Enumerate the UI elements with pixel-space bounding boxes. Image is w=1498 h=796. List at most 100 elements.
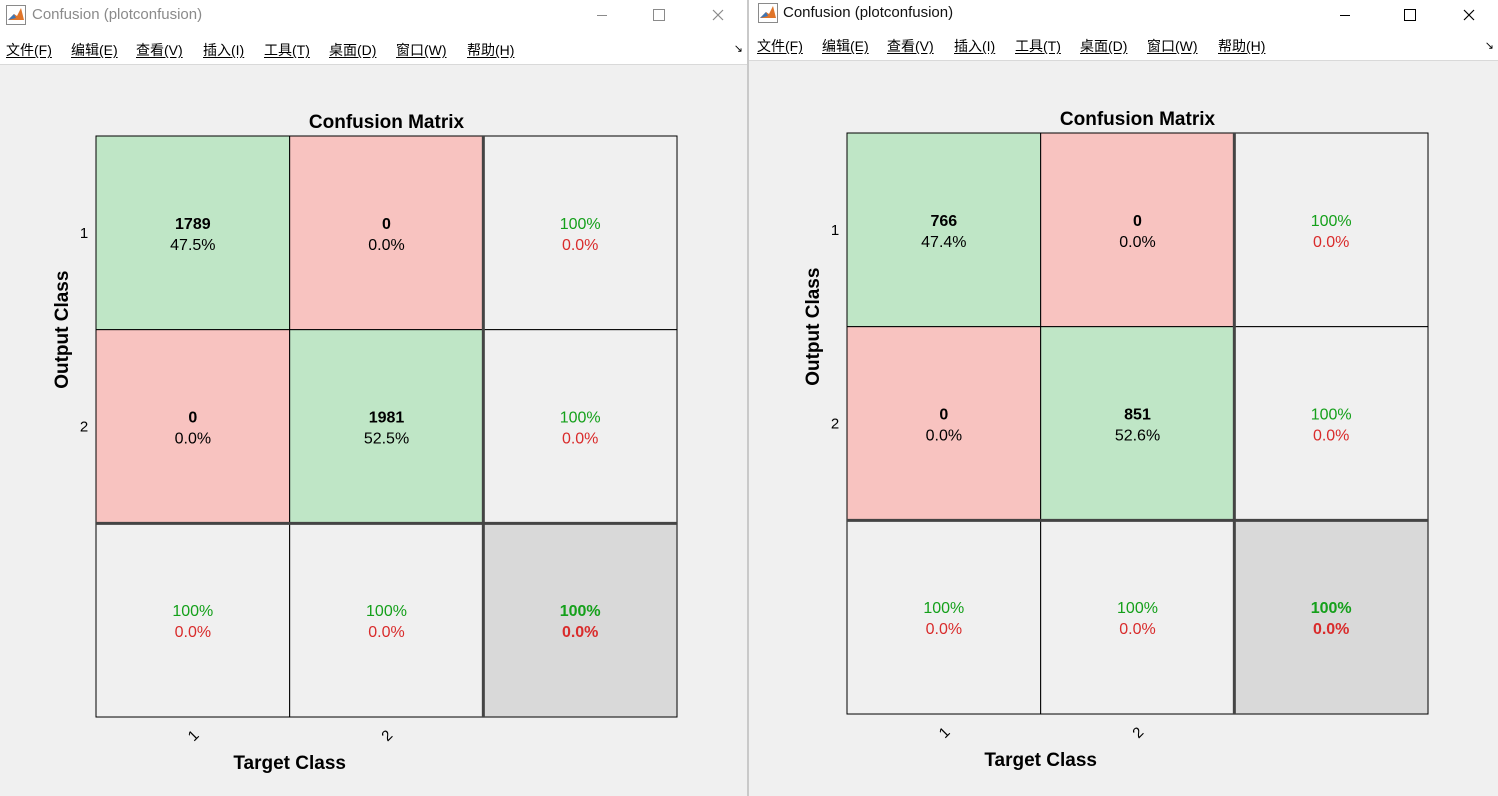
dock-arrow-icon[interactable]: ↘ [733,43,743,55]
summary-wrong-percent: 0.0% [926,621,962,638]
maximize-icon [1404,9,1416,21]
menu-tools[interactable]: 工具(T) [1015,38,1061,54]
maximize-button[interactable] [636,0,682,30]
matlab-icon [6,5,26,25]
matrix-cell-r3-c1 [95,522,291,718]
matrix-cell-r1-c3 [1233,132,1429,328]
menu-edit[interactable]: 编辑(E) [822,38,869,54]
matrix-cell-r2-c2 [1040,326,1235,521]
window-title: Confusion (plotconfusion) [783,4,954,21]
summary-wrong-percent: 0.0% [1313,234,1349,251]
cell-count: 851 [1124,407,1151,424]
y-tick-label: 1 [831,222,839,239]
matrix-cell-r1-c3 [482,135,678,331]
close-icon [1463,9,1475,21]
matrix-cell-r3-c3 [1233,519,1429,715]
title-bar[interactable]: Confusion (plotconfusion) [749,0,1498,29]
matrix-cell-r2-c1 [846,326,1042,521]
maximize-button[interactable] [1387,0,1433,30]
cell-percent: 0.0% [368,237,404,254]
menu-insert[interactable]: 插入(I) [954,38,996,54]
summary-correct-percent: 100% [1311,407,1352,424]
cell-percent: 0.0% [1119,234,1155,251]
y-tick-label: 1 [80,225,88,242]
cell-percent: 52.5% [364,431,409,448]
cell-percent: 0.0% [175,431,211,448]
minimize-button[interactable] [579,0,625,30]
cell-percent: 52.6% [1115,428,1160,445]
summary-wrong-percent: 0.0% [562,237,598,254]
cell-percent: 47.5% [170,237,215,254]
matrix-cell-r2-c2 [289,329,484,524]
summary-correct-percent: 100% [1117,600,1158,617]
x-tick-label: 2 [1129,724,1147,742]
close-button[interactable] [1446,0,1492,30]
cell-percent: 0.0% [926,428,962,445]
matrix-cell-r2-c3 [1233,326,1429,521]
cell-count: 0 [939,407,948,424]
summary-wrong-percent: 0.0% [562,431,598,448]
cell-count: 0 [1133,213,1142,230]
menu-desktop[interactable]: 桌面(D) [329,42,377,58]
summary-correct-percent: 100% [560,410,601,427]
summary-correct-percent: 100% [560,216,601,233]
summary-wrong-percent: 0.0% [562,624,598,641]
maximize-icon [653,9,665,21]
summary-wrong-percent: 0.0% [1313,428,1349,445]
x-axis-label: Target Class [233,753,346,774]
summary-wrong-percent: 0.0% [1313,621,1349,638]
minimize-icon [597,15,607,16]
menu-view[interactable]: 查看(V) [136,42,183,58]
x-tick-label: 1 [185,727,203,745]
menu-help[interactable]: 帮助(H) [1218,38,1266,54]
summary-correct-percent: 100% [923,600,964,617]
matrix-cell-r2-c3 [482,329,678,524]
matrix-cell-r1-c1 [95,135,291,331]
cell-count: 1789 [175,216,211,233]
menu-view[interactable]: 查看(V) [887,38,934,54]
y-axis-label: Output Class [803,268,824,386]
summary-wrong-percent: 0.0% [368,624,404,641]
chart-title: Confusion Matrix [309,112,465,133]
summary-correct-percent: 100% [1311,213,1352,230]
cell-count: 0 [382,216,391,233]
matlab-icon [758,3,778,23]
menu-edit[interactable]: 编辑(E) [71,42,118,58]
cell-count: 766 [930,213,957,230]
confusion-matrix-plot: 1789 47.5% 0 0.0% 100% 0.0% 0 0.0% 1981 52.5% 100%… [52,112,678,774]
y-axis-label: Output Class [52,271,73,389]
x-axis-label: Target Class [984,750,1097,771]
menu-window[interactable]: 窗口(W) [1147,38,1198,54]
cell-count: 0 [188,410,197,427]
cell-percent: 47.4% [921,234,966,251]
summary-wrong-percent: 0.0% [175,624,211,641]
minimize-icon [1340,15,1350,16]
dock-arrow-icon[interactable]: ↘ [1484,40,1494,52]
summary-correct-percent: 100% [1311,600,1352,617]
title-bar[interactable]: Confusion (plotconfusion) [0,0,747,32]
confusion-matrix-plot: 766 47.4% 0 0.0% 100% 0.0% 0 0.0% 851 52.6% 100% 0.… [803,109,1429,771]
close-button[interactable] [695,0,741,30]
window-divider [747,0,749,796]
menu-file[interactable]: 文件(F) [6,42,52,58]
summary-wrong-percent: 0.0% [1119,621,1155,638]
menu-bar: 文件(F) 编辑(E) 查看(V) 插入(I) 工具(T) 桌面(D) 窗口(W… [749,29,1498,61]
menu-desktop[interactable]: 桌面(D) [1080,38,1128,54]
matrix-cell-r1-c1 [846,132,1042,328]
menu-insert[interactable]: 插入(I) [203,42,245,58]
summary-correct-percent: 100% [366,603,407,620]
menu-tools[interactable]: 工具(T) [264,42,310,58]
menu-file[interactable]: 文件(F) [757,38,803,54]
menu-help[interactable]: 帮助(H) [467,42,515,58]
menu-window[interactable]: 窗口(W) [396,42,447,58]
summary-correct-percent: 100% [560,603,601,620]
close-icon [712,9,724,21]
matrix-cell-r3-c1 [846,519,1042,715]
figure-window-left: Confusion (plotconfusion) 文件(F) 编辑(E) 查看… [0,0,747,796]
window-title: Confusion (plotconfusion) [32,6,203,23]
summary-correct-percent: 100% [172,603,213,620]
chart-title: Confusion Matrix [1060,109,1216,130]
matrix-cell-r3-c2 [289,522,484,718]
minimize-button[interactable] [1322,0,1368,30]
matrix-cell-r2-c1 [95,329,291,524]
